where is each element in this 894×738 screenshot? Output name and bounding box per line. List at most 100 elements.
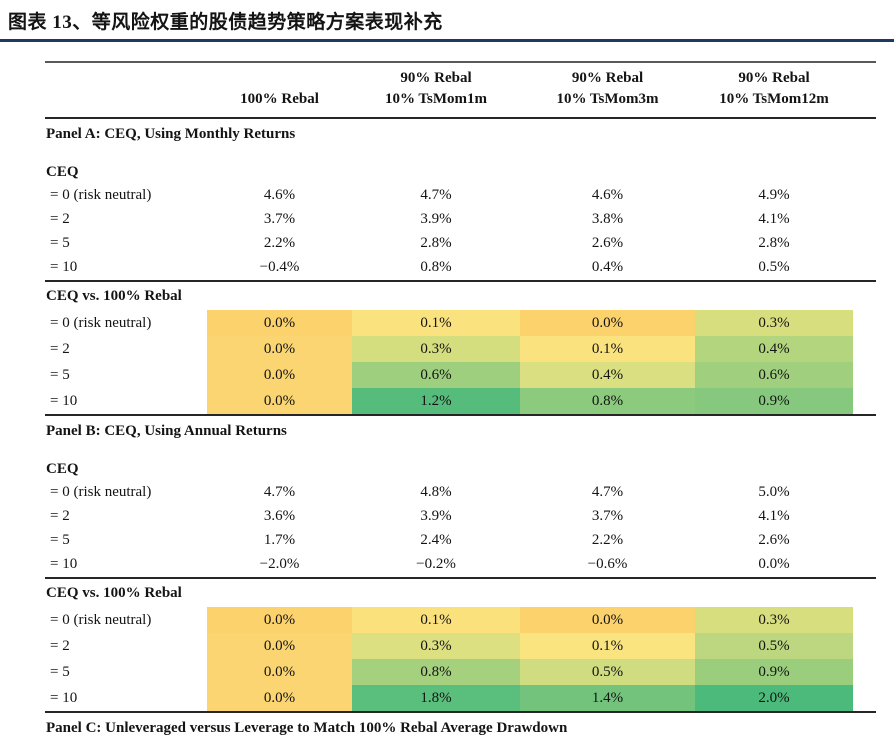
row-label: = 2 bbox=[50, 637, 70, 654]
heatmap-cell: 0.9% bbox=[695, 659, 853, 685]
heatmap-cell: 0.3% bbox=[695, 607, 853, 633]
section-divider bbox=[45, 414, 876, 416]
value-cell: 3.7% bbox=[263, 210, 296, 227]
section-title: CEQ vs. 100% Rebal bbox=[45, 280, 876, 310]
heatmap-cell: 0.6% bbox=[695, 362, 853, 388]
value-cell: 2.6% bbox=[758, 531, 790, 548]
value-cell: 2.6% bbox=[591, 234, 624, 251]
table-row: = 10 0.0% 1.2% 0.8% 0.9% bbox=[45, 388, 876, 414]
row-label: = 5 bbox=[50, 234, 70, 251]
column-header-3: 90% Rebal 10% TsMom3m bbox=[556, 70, 659, 107]
value-cell: 4.6% bbox=[591, 186, 624, 203]
value-cell: 3.8% bbox=[591, 210, 624, 227]
heatmap-cell: 1.8% bbox=[352, 685, 520, 711]
table-row: = 10 0.0% 1.8% 1.4% 2.0% bbox=[45, 685, 876, 711]
value-cell: 4.1% bbox=[758, 210, 790, 227]
value-cell: 0.5% bbox=[758, 258, 790, 275]
row-label: = 2 bbox=[50, 507, 70, 524]
value-cell: 4.7% bbox=[420, 186, 452, 203]
value-cell: 4.1% bbox=[758, 507, 790, 524]
table-row: = 5 0.0% 0.6% 0.4% 0.6% bbox=[45, 362, 876, 388]
heatmap-cell: 0.0% bbox=[207, 659, 352, 685]
heatmap-cell: 0.8% bbox=[520, 388, 695, 414]
table-row: = 10 −2.0% −0.2% −0.6% 0.0% bbox=[45, 552, 876, 576]
value-cell: 0.4% bbox=[591, 258, 624, 275]
value-cell: 4.7% bbox=[263, 483, 296, 500]
heatmap-cell: 0.1% bbox=[520, 633, 695, 659]
table-row: = 0 (risk neutral) 4.6% 4.7% 4.6% 4.9% bbox=[45, 183, 876, 207]
heatmap-cell: 0.4% bbox=[520, 362, 695, 388]
heatmap-cell: 0.0% bbox=[207, 362, 352, 388]
table-row: = 5 1.7% 2.4% 2.2% 2.6% bbox=[45, 528, 876, 552]
value-cell: 2.4% bbox=[420, 531, 452, 548]
row-label: = 10 bbox=[50, 689, 78, 706]
performance-table: 100% Rebal 90% Rebal 10% TsMom1m 90% Rebal… bbox=[45, 61, 876, 738]
heatmap-cell: 0.1% bbox=[352, 310, 520, 336]
table-row: = 2 0.0% 0.3% 0.1% 0.5% bbox=[45, 633, 876, 659]
row-label: = 10 bbox=[50, 258, 78, 275]
row-label: = 10 bbox=[50, 555, 78, 572]
value-cell: 3.9% bbox=[420, 210, 452, 227]
heatmap-cell: 2.0% bbox=[695, 685, 853, 711]
table-row: = 0 (risk neutral) 0.0% 0.1% 0.0% 0.3% bbox=[45, 607, 876, 633]
table-row: = 2 3.6% 3.9% 3.7% 4.1% bbox=[45, 504, 876, 528]
panel-title: Panel A: CEQ, Using Monthly Returns bbox=[46, 126, 296, 142]
section-title: CEQ bbox=[46, 461, 79, 477]
heatmap-cell: 1.4% bbox=[520, 685, 695, 711]
table-row: = 5 0.0% 0.8% 0.5% 0.9% bbox=[45, 659, 876, 685]
heatmap-cell: 0.9% bbox=[695, 388, 853, 414]
row-label: = 2 bbox=[50, 210, 70, 227]
table-row: = 2 3.7% 3.9% 3.8% 4.1% bbox=[45, 207, 876, 231]
row-label: = 5 bbox=[50, 531, 70, 548]
row-label: = 0 (risk neutral) bbox=[50, 611, 152, 628]
value-cell: 5.0% bbox=[758, 483, 790, 500]
heatmap-cell: 0.3% bbox=[352, 633, 520, 659]
table-body: Panel A: CEQ, Using Monthly Returns CEQ = … bbox=[45, 119, 876, 738]
value-cell: 3.9% bbox=[420, 507, 452, 524]
section-divider bbox=[45, 711, 876, 713]
row-label: = 10 bbox=[50, 392, 78, 409]
value-cell: 4.9% bbox=[758, 186, 790, 203]
heatmap-cell: 0.3% bbox=[695, 310, 853, 336]
value-cell: 3.7% bbox=[591, 507, 624, 524]
heatmap-cell: 0.5% bbox=[520, 659, 695, 685]
table-row: = 5 2.2% 2.8% 2.6% 2.8% bbox=[45, 231, 876, 255]
heatmap-cell: 0.5% bbox=[695, 633, 853, 659]
row-label: = 5 bbox=[50, 663, 70, 680]
heatmap-cell: 0.1% bbox=[520, 336, 695, 362]
heatmap-cell: 1.2% bbox=[352, 388, 520, 414]
column-header-2: 90% Rebal 10% TsMom1m bbox=[384, 70, 488, 107]
heatmap-cell: 0.0% bbox=[207, 607, 352, 633]
value-cell: 0.0% bbox=[758, 555, 790, 572]
value-cell: 3.6% bbox=[263, 507, 296, 524]
value-cell: −0.4% bbox=[259, 258, 300, 275]
heatmap-cell: 0.0% bbox=[520, 607, 695, 633]
section-title: CEQ bbox=[46, 164, 79, 180]
heatmap-cell: 0.4% bbox=[695, 336, 853, 362]
value-cell: −0.2% bbox=[416, 555, 456, 572]
heatmap-cell: 0.0% bbox=[207, 336, 352, 362]
value-cell: 2.8% bbox=[420, 234, 452, 251]
row-label: = 0 (risk neutral) bbox=[50, 314, 152, 331]
row-label: = 0 (risk neutral) bbox=[50, 483, 152, 500]
value-cell: 2.8% bbox=[758, 234, 790, 251]
table-row: = 0 (risk neutral) 4.7% 4.8% 4.7% 5.0% bbox=[45, 480, 876, 504]
value-cell: 4.6% bbox=[263, 186, 296, 203]
heatmap-cell: 0.1% bbox=[352, 607, 520, 633]
value-cell: 4.7% bbox=[591, 483, 624, 500]
heatmap-cell: 0.0% bbox=[520, 310, 695, 336]
heatmap-cell: 0.0% bbox=[207, 685, 352, 711]
table-row: = 10 −0.4% 0.8% 0.4% 0.5% bbox=[45, 255, 876, 279]
table-header-row: 100% Rebal 90% Rebal 10% TsMom1m 90% Rebal… bbox=[45, 61, 876, 119]
column-header-1: 100% Rebal bbox=[240, 91, 319, 107]
value-cell: 2.2% bbox=[591, 531, 624, 548]
panel-title: Panel B: CEQ, Using Annual Returns bbox=[46, 423, 287, 439]
heatmap-cell: 0.0% bbox=[207, 310, 352, 336]
figure-title: 图表 13、等风险权重的股债趋势策略方案表现补充 bbox=[8, 12, 443, 33]
value-cell: 2.2% bbox=[263, 234, 296, 251]
panel-title: Panel C: Unleveraged versus Leverage to … bbox=[46, 720, 568, 736]
heatmap-cell: 0.0% bbox=[207, 388, 352, 414]
table-row: = 0 (risk neutral) 0.0% 0.1% 0.0% 0.3% bbox=[45, 310, 876, 336]
section-title: CEQ vs. 100% Rebal bbox=[45, 577, 876, 607]
row-label: = 5 bbox=[50, 366, 70, 383]
